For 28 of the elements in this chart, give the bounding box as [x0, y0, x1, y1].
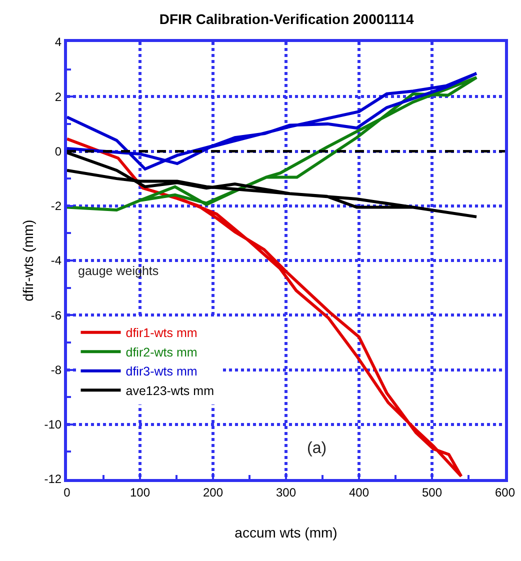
y-axis-title: dfir-wts (mm): [20, 220, 36, 302]
x-tick-label: 200: [202, 485, 224, 500]
annotation: (a): [307, 440, 327, 457]
y-tick-label: -10: [44, 418, 62, 432]
x-tick-label: 100: [130, 485, 150, 500]
chart-title: DFIR Calibration-Verification 20001114: [159, 10, 414, 27]
annotation: gauge weights: [78, 264, 159, 278]
y-tick-label: -4: [50, 254, 62, 268]
y-tick-label: -12: [44, 472, 62, 486]
x-tick-label: 600: [494, 485, 516, 500]
y-tick-label: 0: [54, 144, 62, 158]
x-tick-label: 500: [422, 485, 442, 500]
legend-label: dfir1-wts mm: [126, 326, 198, 340]
y-tick-label: 2: [54, 90, 62, 104]
y-tick-label: -2: [50, 199, 62, 214]
legend-label: dfir3-wts mm: [126, 364, 198, 379]
line-series: [67, 76, 478, 212]
legend-label: dfir2-wts mm: [126, 345, 198, 360]
x-tick-label: 300: [276, 485, 296, 500]
y-tick-label: -8: [50, 362, 62, 377]
y-tick-label: 4: [54, 35, 62, 50]
legend-label: ave123-wts mm: [126, 384, 214, 398]
x-tick-label: 0: [64, 485, 71, 500]
y-tick-label: -6: [50, 308, 62, 322]
x-axis-title: accum wts (mm): [234, 524, 338, 541]
line-series: [67, 137, 463, 478]
line-series: [67, 72, 478, 170]
x-tick-label: 400: [348, 485, 370, 500]
